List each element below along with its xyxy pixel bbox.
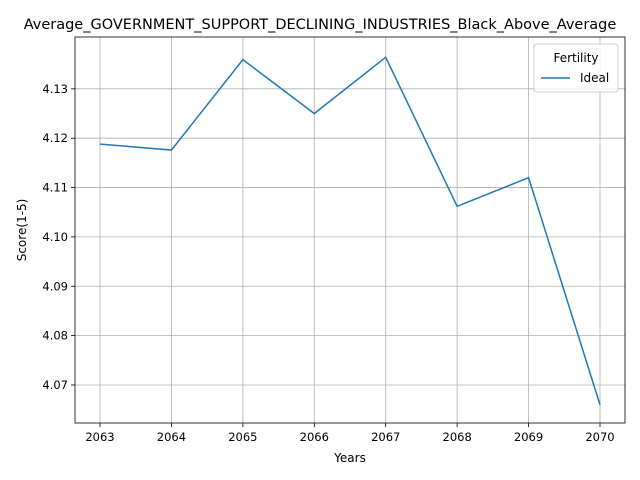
- x-tick-label: 2063: [85, 430, 114, 444]
- x-tick-label: 2066: [300, 430, 329, 444]
- legend: Fertility Ideal: [533, 43, 619, 93]
- chart-title: Average_GOVERNMENT_SUPPORT_DECLINING_IND…: [24, 17, 617, 33]
- y-axis-ticks: 4.07 4.08 4.09 4.10 4.11 4.12 4.13: [42, 82, 75, 392]
- x-tick-label: 2067: [371, 430, 400, 444]
- y-axis-label: Score(1-5): [15, 199, 29, 262]
- x-axis-ticks: 2063 2064 2065 2066 2067 2068 2069 2070: [85, 423, 615, 444]
- x-tick-label: 2064: [157, 430, 186, 444]
- x-tick-label: 2069: [514, 430, 543, 444]
- y-tick-label: 4.07: [42, 378, 68, 392]
- x-tick-label: 2070: [585, 430, 614, 444]
- y-tick-label: 4.11: [42, 181, 68, 195]
- legend-label-ideal: Ideal: [580, 71, 609, 85]
- series-line-ideal: [99, 56, 601, 405]
- y-tick-label: 4.09: [42, 279, 68, 293]
- y-tick-label: 4.12: [42, 131, 68, 145]
- y-tick-label: 4.08: [42, 329, 68, 343]
- x-tick-label: 2065: [228, 430, 257, 444]
- x-axis-label: Years: [333, 451, 366, 465]
- legend-title: Fertility: [553, 51, 598, 65]
- y-tick-label: 4.10: [42, 230, 68, 244]
- grid: [75, 37, 625, 423]
- y-tick-label: 4.13: [42, 82, 68, 96]
- legend-box: [533, 43, 619, 93]
- x-tick-label: 2068: [443, 430, 472, 444]
- plot-frame: [74, 36, 626, 424]
